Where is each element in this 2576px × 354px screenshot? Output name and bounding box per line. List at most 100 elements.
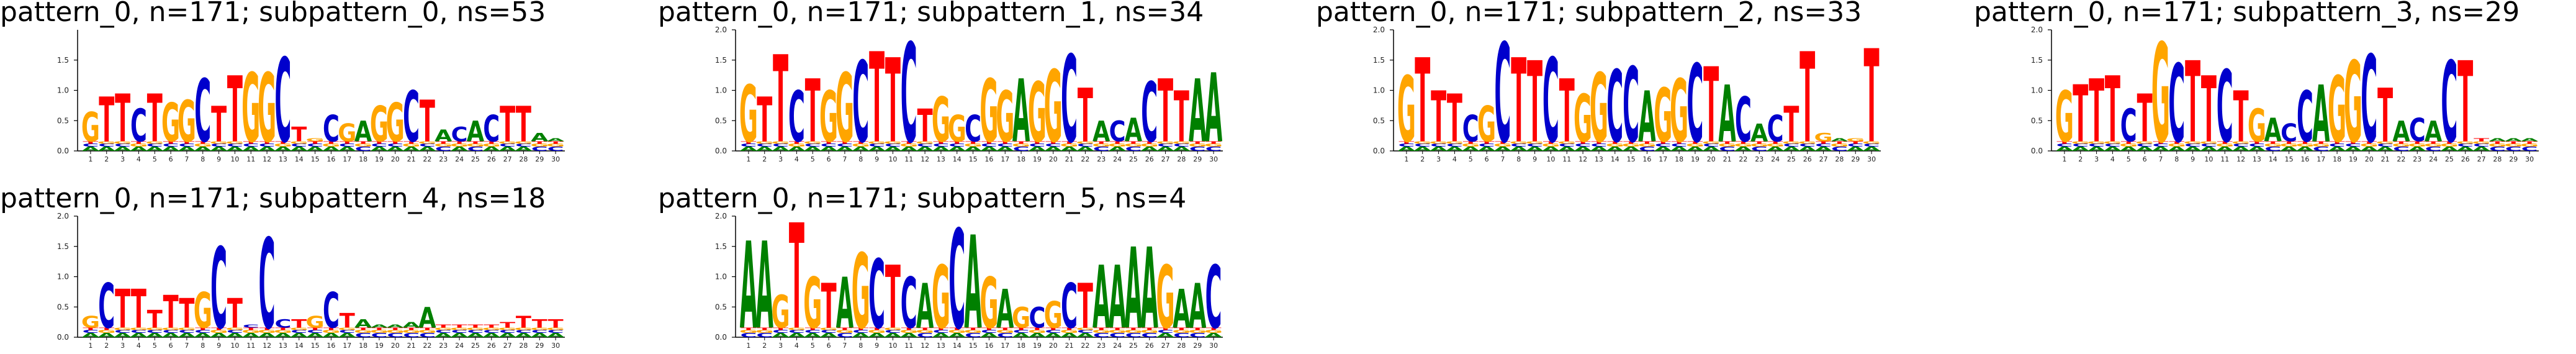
logo-letter-A: A bbox=[1462, 146, 1480, 153]
logo-letter-A: A bbox=[178, 146, 196, 153]
logo-letter-G: G bbox=[787, 143, 806, 148]
x-tick-label: 26 bbox=[1145, 155, 1154, 163]
logo-letter-G: G bbox=[2135, 141, 2154, 145]
logo-letter-A: A bbox=[2136, 146, 2154, 153]
logo-letter-T: T bbox=[2506, 141, 2521, 145]
logo-letter-C: C bbox=[451, 124, 468, 147]
logo-letter-G: G bbox=[514, 141, 533, 145]
x-tick-label: 23 bbox=[1097, 155, 1106, 163]
logo-letter-T: T bbox=[853, 327, 868, 331]
logo-letter-A: A bbox=[1092, 248, 1110, 348]
logo-letter-T: T bbox=[387, 141, 403, 145]
logo-letter-C: C bbox=[997, 143, 1014, 148]
logo-letter-A: A bbox=[1814, 146, 1832, 153]
logo-letter-T: T bbox=[1623, 141, 1639, 145]
logo-letter-G: G bbox=[2103, 141, 2122, 145]
logo-letter-A: A bbox=[996, 146, 1014, 153]
logo-letter-C: C bbox=[1446, 143, 1463, 148]
logo-letter-C: C bbox=[1526, 143, 1543, 148]
logo-letter-C: C bbox=[965, 332, 981, 339]
logo-letter-G: G bbox=[274, 143, 292, 148]
logo-letter-A: A bbox=[82, 332, 100, 339]
logo-letter-T: T bbox=[1125, 141, 1141, 145]
logo-letter-A: A bbox=[788, 332, 806, 339]
logo-letter-C: C bbox=[2457, 143, 2474, 148]
logo-letter-A: A bbox=[836, 263, 854, 344]
logo-letter-C: C bbox=[2425, 146, 2442, 153]
x-tick-label: 23 bbox=[1097, 342, 1106, 350]
logo-letter-T: T bbox=[1158, 327, 1173, 331]
logo-letter-T: T bbox=[1752, 141, 1767, 145]
x-tick-label: 21 bbox=[407, 155, 416, 163]
logo-letter-A: A bbox=[1076, 332, 1094, 339]
logo-letter-T: T bbox=[195, 327, 210, 331]
logo-letter-G: G bbox=[835, 54, 854, 164]
logo-letter-T: T bbox=[259, 141, 275, 145]
logo-letter-C: C bbox=[547, 146, 564, 153]
logo-letter-G: G bbox=[145, 141, 164, 145]
x-tick-label: 28 bbox=[519, 342, 528, 350]
logo-letter-C: C bbox=[387, 143, 403, 148]
x-tick-label: 4 bbox=[137, 155, 141, 163]
logo-panel-2: pattern_0, n=171; subpattern_2, ns=33 0.0… bbox=[1316, 0, 1881, 174]
logo-letter-C: C bbox=[1799, 143, 1816, 148]
x-tick-label: 27 bbox=[503, 155, 512, 163]
logo-letter-G: G bbox=[97, 329, 116, 334]
logo-letter-T: T bbox=[1607, 141, 1623, 145]
x-tick-label: 3 bbox=[778, 155, 783, 163]
logo-letter-T: T bbox=[949, 141, 965, 145]
logo-letter-A: A bbox=[1783, 146, 1801, 153]
logo-letter-C: C bbox=[1623, 47, 1639, 166]
x-tick-label: 22 bbox=[1081, 342, 1089, 350]
y-tick-label: 1.5 bbox=[715, 242, 727, 251]
x-tick-label: 24 bbox=[1113, 155, 1122, 163]
logo-letter-C: C bbox=[932, 143, 949, 148]
logo-letter-T: T bbox=[179, 290, 194, 337]
x-tick-label: 9 bbox=[875, 342, 879, 350]
logo-letter-T: T bbox=[1061, 141, 1077, 145]
x-tick-label: 3 bbox=[120, 155, 125, 163]
y-tick-label: 0.5 bbox=[57, 302, 69, 311]
logo-letter-G: G bbox=[1637, 143, 1656, 148]
x-tick-label: 17 bbox=[1001, 342, 1009, 350]
logo-letter-T: T bbox=[1045, 327, 1061, 331]
logo-letter-C: C bbox=[403, 332, 420, 339]
logo-letter-G: G bbox=[2184, 141, 2202, 145]
x-tick-label: 1 bbox=[2062, 155, 2066, 163]
logo-letter-T: T bbox=[949, 327, 965, 331]
logo-letter-T: T bbox=[885, 248, 901, 348]
logo-letter-A: A bbox=[884, 146, 902, 153]
x-tick-label: 21 bbox=[2381, 155, 2390, 163]
logo-letter-A: A bbox=[1205, 332, 1223, 339]
logo-letter-G: G bbox=[948, 107, 966, 150]
logo-letter-G: G bbox=[1782, 141, 1801, 145]
logo-letter-C: C bbox=[1510, 143, 1527, 148]
logo-letter-A: A bbox=[1718, 69, 1736, 160]
chart-title: pattern_0, n=171; subpattern_3, ns=29 bbox=[1974, 0, 2520, 28]
logo-letter-A: A bbox=[162, 332, 180, 339]
logo-letter-C: C bbox=[2361, 30, 2377, 170]
logo-letter-T: T bbox=[243, 327, 259, 331]
logo-letter-T: T bbox=[147, 305, 163, 333]
logo-letter-G: G bbox=[1461, 143, 1480, 148]
x-tick-label: 21 bbox=[1065, 342, 1074, 350]
y-tick-label: 1.5 bbox=[57, 242, 69, 251]
logo-letter-G: G bbox=[868, 329, 886, 334]
logo-letter-G: G bbox=[755, 329, 774, 334]
logo-letter-G: G bbox=[1124, 329, 1143, 334]
logo-letter-A: A bbox=[130, 146, 148, 153]
logo-letter-G: G bbox=[434, 327, 453, 331]
x-tick-label: 27 bbox=[1161, 155, 1170, 163]
logo-letter-T: T bbox=[2522, 141, 2538, 145]
logo-letter-A: A bbox=[1542, 146, 1560, 153]
logo-letter-C: C bbox=[852, 39, 869, 168]
logo-letter-C: C bbox=[1157, 143, 1174, 148]
logo-letter-T: T bbox=[1447, 81, 1462, 157]
x-tick-label: 18 bbox=[1017, 342, 1025, 350]
logo-letter-C: C bbox=[435, 146, 452, 153]
logo-letter-A: A bbox=[194, 146, 212, 153]
x-tick-label: 30 bbox=[551, 155, 560, 163]
logo-letter-C: C bbox=[499, 329, 516, 334]
logo-letter-T: T bbox=[2217, 141, 2233, 145]
